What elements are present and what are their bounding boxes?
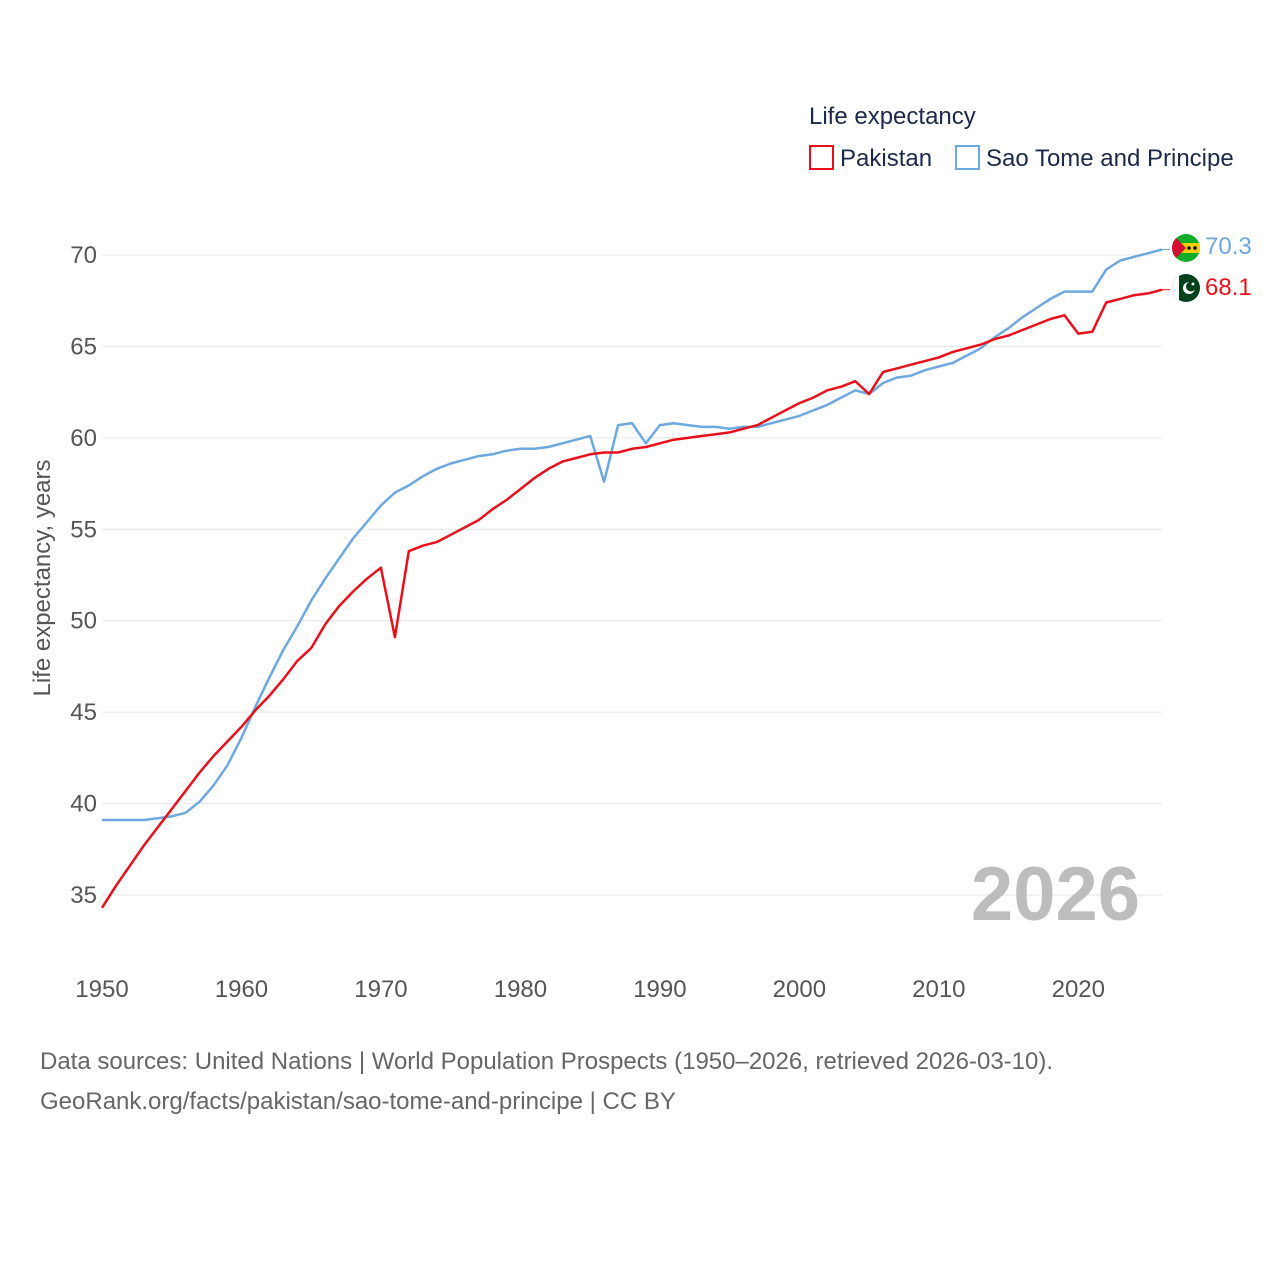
source-line-2[interactable]: GeoRank.org/facts/pakistan/sao-tome-and-… bbox=[40, 1088, 676, 1115]
source-note: Data sources: United Nations | World Pop… bbox=[40, 1042, 1053, 1122]
end-value-pakistan: 68.1 bbox=[1205, 274, 1252, 301]
y-tick-label: 70 bbox=[70, 242, 97, 269]
end-value-sao-tome: 70.3 bbox=[1205, 233, 1252, 260]
y-axis-label: Life expectancy, years bbox=[29, 459, 56, 696]
x-tick-label: 1950 bbox=[75, 976, 128, 1003]
legend[interactable]: Life expectancy Pakistan Sao Tome and Pr… bbox=[809, 103, 1234, 172]
x-tick-label: 2020 bbox=[1052, 976, 1105, 1003]
x-tick-label: 1960 bbox=[215, 976, 268, 1003]
y-tick-label: 45 bbox=[70, 699, 97, 726]
sao-tome-flag-icon bbox=[1172, 234, 1200, 262]
x-tick-label: 2010 bbox=[912, 976, 965, 1003]
legend-title: Life expectancy bbox=[809, 103, 976, 130]
legend-swatch-pakistan bbox=[809, 145, 834, 170]
legend-swatch-sao-tome bbox=[955, 145, 980, 170]
grid-lines bbox=[102, 254, 1162, 896]
legend-item-pakistan[interactable]: Pakistan bbox=[809, 145, 932, 172]
legend-label-pakistan: Pakistan bbox=[840, 145, 932, 172]
x-tick-label: 1980 bbox=[494, 976, 547, 1003]
y-tick-label: 50 bbox=[70, 608, 97, 635]
y-tick-label: 40 bbox=[70, 791, 97, 818]
legend-label-sao-tome: Sao Tome and Principe bbox=[986, 145, 1234, 172]
series-line-sao-tome-and-principe[interactable] bbox=[102, 248, 1163, 822]
y-tick-label: 60 bbox=[70, 425, 97, 452]
y-tick-label: 55 bbox=[70, 516, 97, 543]
pakistan-flag-icon bbox=[1172, 274, 1200, 302]
y-tick-label: 65 bbox=[70, 333, 97, 360]
y-axis-ticks: 35 40 45 50 55 60 65 70 bbox=[70, 242, 97, 909]
source-line-1: Data sources: United Nations | World Pop… bbox=[40, 1048, 1054, 1075]
x-tick-label: 2000 bbox=[773, 976, 826, 1003]
series-line-pakistan[interactable] bbox=[100, 288, 1163, 909]
y-tick-label: 35 bbox=[70, 882, 97, 909]
current-year-label: 2026 bbox=[971, 852, 1140, 937]
series-lines bbox=[100, 248, 1170, 909]
x-tick-label: 1970 bbox=[354, 976, 407, 1003]
x-tick-label: 1990 bbox=[633, 976, 686, 1003]
legend-item-sao-tome[interactable]: Sao Tome and Principe bbox=[955, 145, 1234, 172]
x-axis-ticks: 1950 1960 1970 1980 1990 2000 2010 2020 bbox=[75, 976, 1105, 1003]
